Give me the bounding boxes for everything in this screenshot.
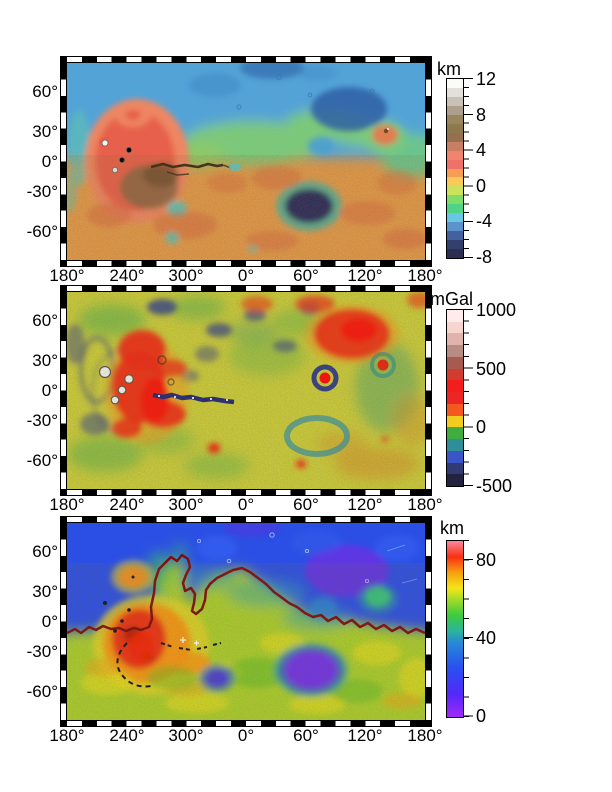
x-tick-label: 60° xyxy=(293,266,319,285)
x-tick-label: 300° xyxy=(168,266,204,285)
y-tick-label: 0° xyxy=(41,381,58,400)
x-tick-label: 240° xyxy=(109,495,145,514)
y-tick-label: 60° xyxy=(32,311,58,330)
colorbar-tick-label: 80 xyxy=(476,550,497,570)
x-tick-label: 180° xyxy=(407,495,443,514)
y-tick-label: 60° xyxy=(32,542,58,561)
x-tick-label: 180° xyxy=(49,266,85,285)
colorbar-major-ticks xyxy=(464,78,473,259)
crustal-thickness-panel xyxy=(60,516,432,727)
gravity-colorbar xyxy=(446,309,464,487)
y-tick-label: 30° xyxy=(32,582,58,601)
y-tick-label: -60° xyxy=(26,451,58,470)
gravity-map xyxy=(66,291,426,490)
y-tick-label: 30° xyxy=(32,122,58,141)
topography-map xyxy=(66,62,426,261)
map-frame-right xyxy=(425,63,431,260)
x-tick-label: 300° xyxy=(168,495,204,514)
x-tick-label: 0° xyxy=(237,495,255,514)
map-frame-left xyxy=(61,63,67,260)
x-tick-label: 60° xyxy=(293,726,319,745)
y-tick-label: -30° xyxy=(26,182,58,201)
crustal-thickness-colorbar xyxy=(446,540,464,718)
y-tick-label: -30° xyxy=(26,411,58,430)
colorbar-unit-label: mGal xyxy=(430,289,474,309)
colorbar-tick-label: 8 xyxy=(476,105,487,125)
colorbar-tick-label: 4 xyxy=(476,140,487,160)
colorbar-tick-label: -8 xyxy=(476,247,493,267)
colorbar-unit-label: km xyxy=(437,59,461,79)
colorbar-tick-label: 12 xyxy=(476,69,497,89)
x-tick-label: 180° xyxy=(407,726,443,745)
x-tick-label: 120° xyxy=(347,495,383,514)
x-tick-label: 180° xyxy=(407,266,443,285)
colorbar-tick-label: 40 xyxy=(476,628,497,648)
crustal-thickness-map xyxy=(66,522,426,721)
x-tick-label: 240° xyxy=(109,266,145,285)
gravity-panel xyxy=(60,285,432,496)
colorbar-tick-label: 0 xyxy=(476,706,487,726)
x-tick-label: 300° xyxy=(168,726,204,745)
colorbar-tick-label: -4 xyxy=(476,211,493,231)
y-tick-label: 0° xyxy=(41,152,58,171)
y-tick-label: 0° xyxy=(41,612,58,631)
colorbar-tick-label: -500 xyxy=(476,476,513,496)
x-tick-label: 0° xyxy=(237,726,255,745)
x-tick-label: 180° xyxy=(49,495,85,514)
y-tick-label: 60° xyxy=(32,82,58,101)
y-tick-label: -30° xyxy=(26,642,58,661)
x-tick-label: 0° xyxy=(237,266,255,285)
colorbar-tick-label: 0 xyxy=(476,176,487,196)
map-frame-bottom xyxy=(67,260,425,266)
y-tick-label: 30° xyxy=(32,351,58,370)
colorbar-unit-label: km xyxy=(440,518,464,538)
colorbar-tick-label: 1000 xyxy=(476,300,517,320)
colorbar-major-ticks xyxy=(464,309,473,487)
y-tick-label: -60° xyxy=(26,682,58,701)
x-tick-label: 120° xyxy=(347,726,383,745)
colorbar-major-ticks xyxy=(464,559,473,718)
x-tick-label: 120° xyxy=(347,266,383,285)
topography-panel xyxy=(60,56,432,267)
map-frame-top xyxy=(67,57,425,63)
colorbar-tick-label: 500 xyxy=(476,359,507,379)
x-tick-label: 240° xyxy=(109,726,145,745)
x-tick-label: 180° xyxy=(49,726,85,745)
y-tick-label: -60° xyxy=(26,222,58,241)
x-tick-label: 60° xyxy=(293,495,319,514)
colorbar-tick-label: 0 xyxy=(476,417,487,437)
topography-colorbar xyxy=(446,78,464,259)
